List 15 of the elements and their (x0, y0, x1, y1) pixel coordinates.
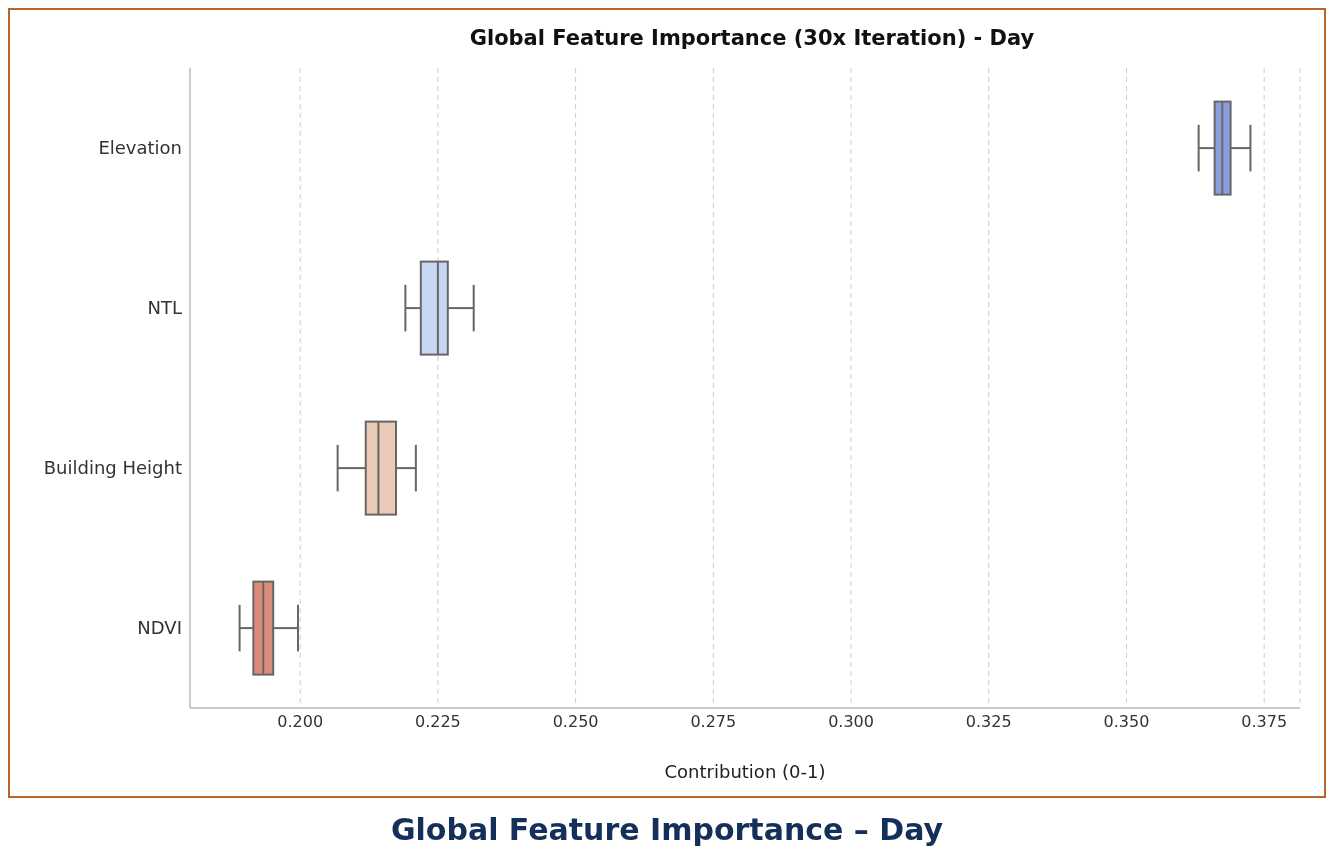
text: Global Feature Importance – Day (389, 812, 945, 847)
x-tick-label: 0.250 (552, 712, 599, 732)
x-tick-label: 0.325 (965, 712, 1012, 732)
chart-title: Global Feature Importance (30x Iteration) - Day (468, 25, 1036, 52)
x-tick-label: 0.225 (414, 712, 461, 732)
x-tick-label: 0.275 (690, 712, 737, 732)
x-axis-title: Contribution (0-1) (664, 761, 826, 782)
x-tick-label: 0.375 (1241, 712, 1288, 732)
y-tick-label: Elevation (98, 137, 182, 159)
y-tick-label: NDVI (137, 617, 182, 639)
y-tick-label: NTL (147, 297, 182, 319)
x-tick-label: 0.300 (828, 712, 874, 732)
x-tick-label: 0.200 (277, 712, 324, 732)
y-tick-label: Building Height (43, 457, 182, 479)
x-tick-label: 0.350 (1103, 712, 1150, 732)
